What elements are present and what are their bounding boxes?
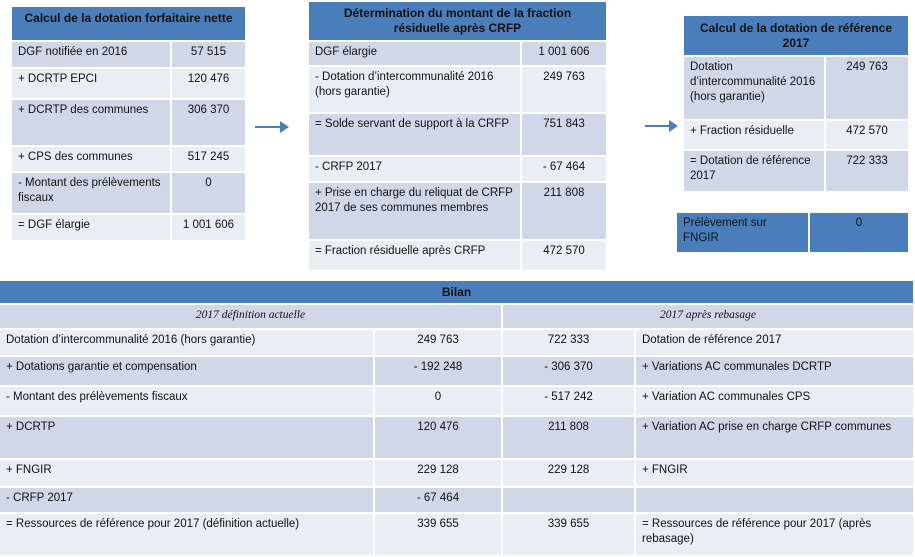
row-value: - 67 464 (522, 157, 606, 181)
table-row: + CPS des communes 517 245 (12, 147, 245, 171)
row-label: = Fraction résiduelle après CRFP (309, 241, 520, 270)
row-value: 57 515 (172, 42, 245, 67)
value-actuelle: 249 763 (375, 330, 501, 355)
table-title: Calcul de la dotation forfaitaire nette (12, 7, 245, 40)
table-row: - CRFP 2017- 67 464 (309, 157, 606, 181)
row-value: 249 763 (826, 57, 908, 119)
table-row: = Dotation de référence 2017 722 333 (684, 151, 908, 191)
dotation-reference-table: Calcul de la dotation de référence 2017 … (682, 14, 910, 193)
prelevement-value: 0 (810, 213, 908, 252)
table-row: - Dotation d’intercommunalité 2016 (hors… (309, 67, 606, 112)
bilan-row: = Ressources de référence pour 2017 (déf… (0, 514, 913, 555)
label-actuelle: + FNGIR (0, 460, 373, 486)
row-value: 722 333 (826, 151, 908, 191)
arrow-right-icon (255, 121, 289, 133)
row-value: 211 808 (522, 183, 606, 239)
value-actuelle: 229 128 (375, 460, 501, 486)
row-label: Dotation d’intercommunalité 2016 (hors g… (684, 57, 824, 119)
label-actuelle: = Ressources de référence pour 2017 (déf… (0, 514, 373, 555)
table-title: Calcul de la dotation de référence 2017 (684, 16, 908, 55)
row-value: 1 001 606 (172, 215, 245, 240)
label-rebasage: Dotation de référence 2017 (636, 330, 913, 355)
table-row: + DCRTP des communes 306 370 (12, 100, 245, 145)
table-row: DGF élargie 1 001 606 (309, 42, 606, 65)
row-label: + Prise en charge du reliquat de CRFP 20… (309, 183, 520, 239)
value-rebasage (503, 488, 634, 512)
row-label: = DGF élargie (12, 215, 170, 240)
row-label: + DCRTP des communes (12, 100, 170, 145)
bilan-row: - Montant des prélèvements fiscaux 0- 517… (0, 387, 913, 415)
bilan-row: + FNGIR 229 128 229 128 + FNGIR (0, 460, 913, 486)
value-actuelle: - 192 248 (375, 357, 501, 385)
label-rebasage: + Variation AC prise en charge CRFP comm… (636, 417, 913, 458)
fraction-residuelle-table: Détermination du montant de la fraction … (307, 0, 608, 272)
table-row: + Fraction résiduelle 472 570 (684, 121, 908, 149)
value-rebasage: 229 128 (503, 460, 634, 486)
row-value: 517 245 (172, 147, 245, 171)
label-actuelle: + Dotations garantie et compensation (0, 357, 373, 385)
dotation-forfaitaire-table: Calcul de la dotation forfaitaire nette … (10, 5, 247, 242)
value-actuelle: - 67 464 (375, 488, 501, 512)
bilan-row: - CRFP 2017- 67 464 (0, 488, 913, 512)
value-rebasage: 722 333 (503, 330, 634, 355)
bilan-left-header: 2017 définition actuelle (0, 305, 501, 328)
prelevement-fngir-table: Prélèvement sur FNGIR 0 (675, 211, 910, 254)
bilan-table: Bilan 2017 définition actuelle 2017 après… (0, 279, 915, 557)
value-actuelle: 0 (375, 387, 501, 415)
label-rebasage: + Variations AC communales DCRTP (636, 357, 913, 385)
row-value: 472 570 (826, 121, 908, 149)
row-value: 472 570 (522, 241, 606, 270)
row-label: - Dotation d’intercommunalité 2016 (hors… (309, 67, 520, 112)
label-actuelle: - Montant des prélèvements fiscaux (0, 387, 373, 415)
label-rebasage (636, 488, 913, 512)
value-rebasage: - 306 370 (503, 357, 634, 385)
table-row: Dotation d’intercommunalité 2016 (hors g… (684, 57, 908, 119)
bilan-row: Dotation d’intercommunalité 2016 (hors g… (0, 330, 913, 355)
row-value: 120 476 (172, 69, 245, 98)
row-label: DGF élargie (309, 42, 520, 65)
row-label: + CPS des communes (12, 147, 170, 171)
table-row: = Fraction résiduelle après CRFP 472 570 (309, 241, 606, 270)
table-row: + DCRTP EPCI 120 476 (12, 69, 245, 98)
table-title: Détermination du montant de la fraction … (309, 2, 606, 40)
row-label: - Montant des prélèvements fiscaux (12, 173, 170, 213)
value-rebasage: 211 808 (503, 417, 634, 458)
value-rebasage: 339 655 (503, 514, 634, 555)
label-rebasage: + Variation AC communales CPS (636, 387, 913, 415)
prelevement-label: Prélèvement sur FNGIR (677, 213, 808, 252)
row-label: + Fraction résiduelle (684, 121, 824, 149)
row-value: 1 001 606 (522, 42, 606, 65)
row-value: 306 370 (172, 100, 245, 145)
row-label: + DCRTP EPCI (12, 69, 170, 98)
bilan-right-header: 2017 après rebasage (503, 305, 913, 328)
table-row: = DGF élargie 1 001 606 (12, 215, 245, 240)
row-label: = Dotation de référence 2017 (684, 151, 824, 191)
label-actuelle: + DCRTP (0, 417, 373, 458)
row-label: - CRFP 2017 (309, 157, 520, 181)
bilan-row: + Dotations garantie et compensation - 19… (0, 357, 913, 385)
label-actuelle: Dotation d’intercommunalité 2016 (hors g… (0, 330, 373, 355)
table-row: DGF notifiée en 2016 57 515 (12, 42, 245, 67)
table-row: = Solde servant de support à la CRFP 751 … (309, 114, 606, 155)
label-rebasage: + FNGIR (636, 460, 913, 486)
value-actuelle: 120 476 (375, 417, 501, 458)
row-value: 249 763 (522, 67, 606, 112)
row-label: = Solde servant de support à la CRFP (309, 114, 520, 155)
table-row: - Montant des prélèvements fiscaux 0 (12, 173, 245, 213)
value-actuelle: 339 655 (375, 514, 501, 555)
bilan-title: Bilan (0, 281, 913, 303)
label-rebasage: = Ressources de référence pour 2017 (apr… (636, 514, 913, 555)
bilan-row: + DCRTP 120 476 211 808 + Variation AC pris… (0, 417, 913, 458)
table-row: + Prise en charge du reliquat de CRFP 20… (309, 183, 606, 239)
value-rebasage: - 517 242 (503, 387, 634, 415)
row-label: DGF notifiée en 2016 (12, 42, 170, 67)
label-actuelle: - CRFP 2017 (0, 488, 373, 512)
arrow-right-icon (645, 120, 678, 132)
row-value: 751 843 (522, 114, 606, 155)
row-value: 0 (172, 173, 245, 213)
